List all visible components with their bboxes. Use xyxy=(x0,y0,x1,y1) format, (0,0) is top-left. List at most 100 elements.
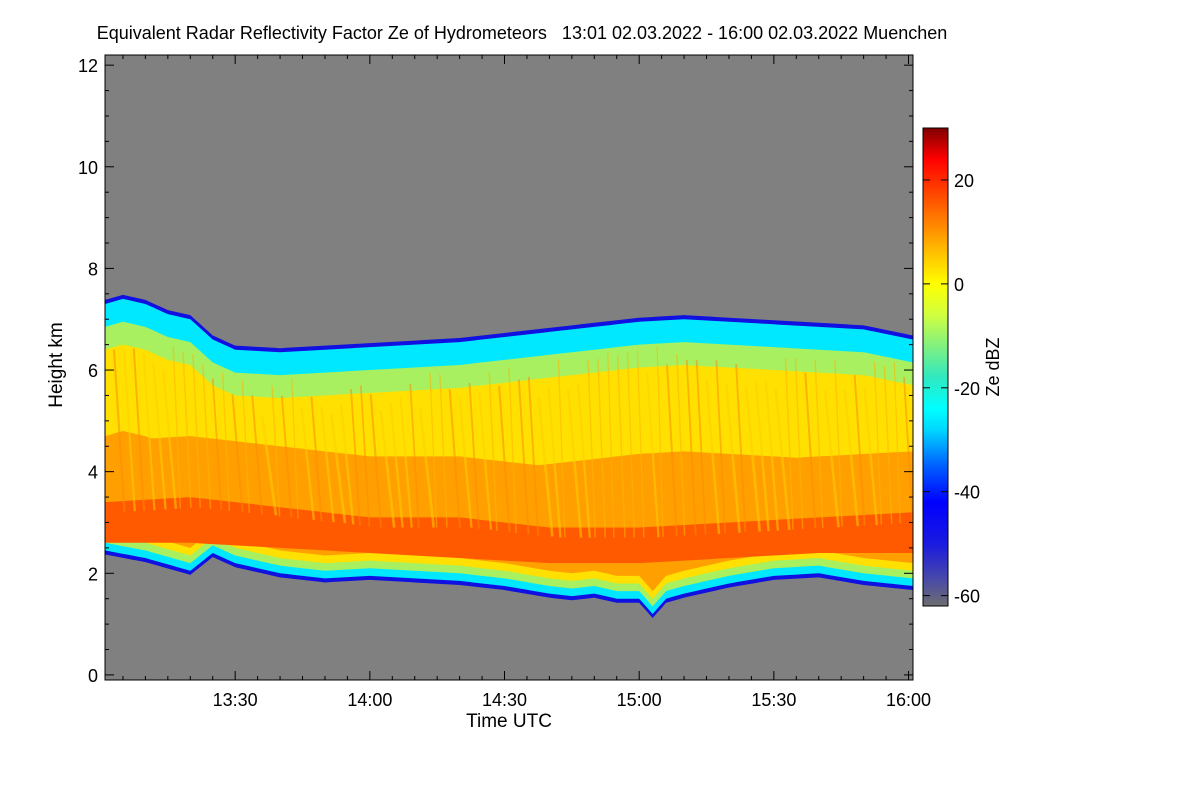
x-axis-label: Time UTC xyxy=(466,711,552,732)
fall-streak xyxy=(399,397,413,528)
fall-streak xyxy=(616,356,626,538)
fall-streak xyxy=(300,407,315,520)
fall-streak xyxy=(576,382,591,538)
fall-streak xyxy=(271,385,281,517)
fall-streak xyxy=(853,374,866,526)
colorbar-ticks: 20 0 -20 -40 -60 xyxy=(923,171,980,607)
fall-streak xyxy=(607,351,615,538)
fall-streak xyxy=(488,372,498,531)
fall-streak xyxy=(754,382,770,532)
fall-streak xyxy=(823,390,840,528)
y-tick-label: 8 xyxy=(88,259,98,279)
fall-streak xyxy=(764,380,780,531)
fall-streak xyxy=(152,363,167,510)
x-tick-label: 14:30 xyxy=(482,690,527,710)
fall-streak xyxy=(695,360,707,535)
fall-streak xyxy=(241,380,251,514)
fall-streak xyxy=(418,408,436,528)
fall-streak xyxy=(221,373,231,511)
fall-streak xyxy=(192,353,201,508)
fall-streak xyxy=(280,395,293,518)
x-tick-label: 14:00 xyxy=(347,690,392,710)
fall-streak xyxy=(537,397,554,537)
fall-streak xyxy=(360,385,371,527)
y-tick-label: 0 xyxy=(88,666,98,686)
fall-streak xyxy=(439,374,448,528)
fall-streak xyxy=(251,395,264,515)
fall-streak xyxy=(409,383,420,528)
fall-streak xyxy=(705,378,721,535)
y-axis-label: Height km xyxy=(46,322,67,408)
x-tick-label: 13:30 xyxy=(213,690,258,710)
fall-streak xyxy=(646,373,660,538)
fall-streak xyxy=(735,363,747,533)
fall-streak xyxy=(744,387,762,532)
fall-streak xyxy=(863,387,879,526)
x-tick-label: 16:00 xyxy=(886,690,931,710)
fall-streak xyxy=(883,366,893,525)
fall-streak xyxy=(794,357,804,529)
reflectivity-field xyxy=(105,294,913,619)
fall-streak xyxy=(478,393,493,530)
fall-streak xyxy=(843,389,860,527)
fall-streak xyxy=(656,346,664,537)
fall-streak xyxy=(389,402,404,528)
chart-title: Equivalent Radar Reflectivity Factor Ze … xyxy=(97,23,948,43)
x-tick-label: 15:30 xyxy=(751,690,796,710)
fall-streak xyxy=(122,349,136,512)
fall-streak xyxy=(211,378,223,510)
fall-streak xyxy=(162,370,178,509)
y-tick-label: 12 xyxy=(78,56,98,76)
x-axis: 13:30 14:00 14:30 15:00 15:30 16:00 xyxy=(122,55,931,710)
fall-streak xyxy=(784,358,794,530)
colorbar-tick-label: -60 xyxy=(954,587,980,607)
fall-streak xyxy=(350,389,361,526)
y-tick-label: 6 xyxy=(88,361,98,381)
fall-streak xyxy=(182,352,192,508)
fall-streak xyxy=(626,352,635,538)
fall-streak xyxy=(557,359,566,538)
fall-streak xyxy=(587,359,597,538)
fall-streak xyxy=(873,361,883,525)
fall-streak xyxy=(903,377,913,524)
y-tick-label: 10 xyxy=(78,158,98,178)
fall-streak xyxy=(527,376,540,536)
fall-streak xyxy=(142,353,156,511)
fall-streak xyxy=(597,358,606,538)
fall-streak xyxy=(231,394,244,513)
x-tick-label: 15:00 xyxy=(617,690,662,710)
y-axis: 0 2 4 6 8 10 12 xyxy=(78,56,913,686)
fall-streak xyxy=(774,388,791,531)
fall-streak xyxy=(458,397,473,528)
fall-streak xyxy=(636,350,645,538)
fall-streak xyxy=(508,367,517,534)
fall-streak xyxy=(834,359,843,527)
fall-streak xyxy=(666,364,678,537)
colorbar-tick-label: 20 xyxy=(954,171,974,191)
fall-streak xyxy=(132,348,145,511)
fall-streak xyxy=(724,383,741,533)
colorbar-label: Ze dBZ xyxy=(983,337,1003,396)
fall-streak xyxy=(498,385,511,533)
y-tick-label: 4 xyxy=(88,463,98,483)
fall-streak xyxy=(291,378,299,519)
fall-streak xyxy=(329,414,347,524)
fall-streak xyxy=(676,354,686,536)
colorbar: 20 0 -20 -40 -60 Ze dBZ xyxy=(922,127,1003,607)
y-tick-label: 2 xyxy=(88,564,98,584)
fall-streak xyxy=(202,364,212,509)
plot-frame xyxy=(104,54,914,681)
fall-streak xyxy=(112,349,126,512)
fall-streak xyxy=(320,406,335,523)
colorbar-tick-label: -20 xyxy=(954,379,980,399)
fall-streak xyxy=(804,372,817,529)
fall-streak xyxy=(893,361,901,524)
colorbar-tick-label: -40 xyxy=(954,483,980,503)
fall-streak xyxy=(814,360,824,528)
fall-streak xyxy=(567,389,583,538)
fall-streak xyxy=(468,382,480,529)
fall-streak xyxy=(429,372,438,528)
colorbar-tick-label: 0 xyxy=(954,275,964,295)
fall-streak xyxy=(339,405,355,525)
